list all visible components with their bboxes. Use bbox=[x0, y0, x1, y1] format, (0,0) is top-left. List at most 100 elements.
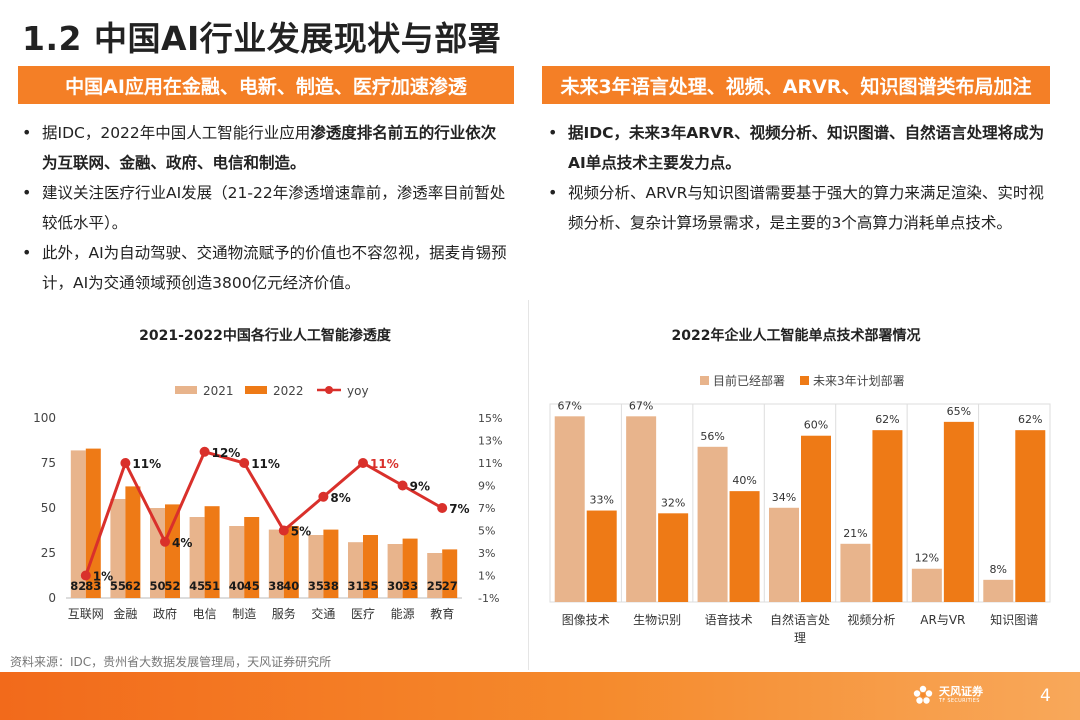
category-label-line1: 自然语言处 bbox=[770, 612, 830, 627]
bar-2021-value: 38 bbox=[268, 579, 284, 593]
yoy-marker bbox=[318, 491, 329, 502]
bar-deployed-value: 8% bbox=[990, 563, 1007, 576]
bullet-bold-text: 渗透度排名前五的行业依次为互联网、金融、政府、电信和制造。 bbox=[42, 124, 497, 172]
category-label: 交通 bbox=[311, 606, 335, 621]
bar-2022-value: 52 bbox=[164, 579, 180, 593]
bar-planned bbox=[658, 513, 689, 602]
bar-planned bbox=[943, 421, 974, 602]
y2-tick-label: -1% bbox=[478, 592, 499, 605]
bar-2021 bbox=[229, 526, 245, 598]
bar-2021-value: 55 bbox=[110, 579, 126, 593]
legend-2021-label: 2021 bbox=[203, 384, 234, 398]
legend-2021-swatch bbox=[175, 386, 197, 394]
right-bullet-list: 据IDC，未来3年ARVR、视频分析、知识图谱、自然语言处理将成为AI单点技术主… bbox=[546, 118, 1046, 238]
yoy-marker bbox=[199, 446, 210, 457]
category-label: 金融 bbox=[113, 606, 137, 621]
category-label: AR与VR bbox=[920, 613, 965, 627]
y-tick-label: 75 bbox=[41, 456, 56, 470]
bar-2021 bbox=[308, 535, 324, 598]
bar-2022 bbox=[204, 506, 220, 598]
bullet-bold-text: 据IDC，未来3年ARVR、视频分析、知识图谱、自然语言处理将成为AI单点技术主… bbox=[568, 124, 1045, 172]
legend-yoy-label: yoy bbox=[347, 384, 369, 398]
bar-planned-value: 32% bbox=[661, 496, 685, 509]
bar-deployed bbox=[626, 416, 657, 602]
bar-2021 bbox=[110, 499, 126, 598]
bar-2022 bbox=[125, 486, 141, 598]
legend-2022-swatch bbox=[245, 386, 267, 394]
bar-2021-value: 25 bbox=[427, 579, 443, 593]
category-label: 制造 bbox=[232, 607, 256, 621]
y2-tick-label: 3% bbox=[478, 547, 495, 560]
yoy-value-label: 4% bbox=[172, 536, 192, 550]
bar-2021 bbox=[427, 553, 443, 598]
category-label: 教育 bbox=[430, 606, 454, 621]
bar-planned-value: 33% bbox=[589, 494, 613, 507]
y2-tick-label: 11% bbox=[478, 457, 502, 470]
legend-planned-label: 未来3年计划部署 bbox=[813, 373, 905, 388]
bar-2022-value: 40 bbox=[283, 579, 299, 593]
category-label: 图像技术 bbox=[562, 613, 610, 627]
yoy-marker bbox=[160, 536, 170, 547]
category-label-line2: 理 bbox=[794, 631, 806, 645]
category-label: 电信 bbox=[193, 607, 217, 621]
bar-2022-value: 45 bbox=[244, 579, 260, 593]
bar-deployed-value: 67% bbox=[557, 399, 581, 412]
right-section-header: 未来3年语言处理、视频、ARVR、知识图谱类布局加注 bbox=[542, 66, 1050, 104]
bar-deployed-value: 21% bbox=[843, 527, 867, 540]
legend-deployed-label: 目前已经部署 bbox=[713, 373, 785, 388]
logo-text: 天风证券 bbox=[939, 685, 983, 698]
category-label: 生物识别 bbox=[633, 613, 681, 627]
bar-2022 bbox=[165, 504, 180, 598]
yoy-value-label: 5% bbox=[291, 525, 311, 539]
bar-2022-value: 62 bbox=[125, 579, 141, 593]
bar-2021 bbox=[348, 542, 363, 598]
yoy-value-label: 11% bbox=[132, 457, 161, 471]
yoy-value-label: 1% bbox=[93, 570, 113, 584]
yoy-value-label: 9% bbox=[410, 480, 430, 494]
bullet-item: 视频分析、ARVR与知识图谱需要基于强大的算力来满足渲染、实时视频分析、复杂计算… bbox=[546, 178, 1046, 238]
page-number: 4 bbox=[1040, 686, 1051, 706]
bar-2022 bbox=[363, 535, 378, 598]
bar-2022-value: 38 bbox=[323, 579, 339, 593]
bar-planned-value: 62% bbox=[1018, 413, 1042, 426]
bar-deployed-value: 34% bbox=[772, 491, 796, 504]
category-label: 能源 bbox=[391, 607, 415, 621]
bar-deployed-value: 56% bbox=[700, 430, 724, 443]
bar-2021-value: 45 bbox=[189, 579, 205, 593]
bar-2022 bbox=[442, 549, 458, 598]
yoy-marker bbox=[437, 503, 448, 513]
brand-logo: 天风证券 TF SECURITIES bbox=[912, 684, 983, 706]
category-label: 政府 bbox=[153, 606, 177, 621]
bar-2021-value: 31 bbox=[347, 579, 363, 593]
left-bullet-list: 据IDC，2022年中国人工智能行业应用渗透度排名前五的行业依次为互联网、金融、… bbox=[20, 118, 510, 298]
yoy-value-label: 12% bbox=[212, 446, 241, 460]
y2-tick-label: 13% bbox=[478, 435, 502, 448]
bar-planned-value: 65% bbox=[947, 405, 971, 418]
bar-2022 bbox=[402, 538, 418, 598]
bar-2022 bbox=[244, 517, 260, 598]
bar-2021 bbox=[70, 450, 86, 598]
bar-deployed bbox=[697, 446, 728, 602]
bar-deployed-value: 67% bbox=[629, 399, 653, 412]
bar-deployed bbox=[769, 507, 799, 602]
category-label: 知识图谱 bbox=[990, 613, 1038, 627]
source-note: 资料来源：IDC，贵州省大数据发展管理局，天风证券研究所 bbox=[10, 655, 332, 669]
bar-2021-value: 40 bbox=[229, 579, 245, 593]
bar-2022 bbox=[283, 526, 299, 598]
logo-subtext: TF SECURITIES bbox=[939, 698, 980, 704]
left-section-header: 中国AI应用在金融、电新、制造、医疗加速渗透 bbox=[18, 66, 514, 104]
bar-2021 bbox=[150, 508, 165, 598]
bar-deployed-value: 12% bbox=[915, 552, 939, 565]
bar-2021-value: 82 bbox=[70, 579, 86, 593]
y2-tick-label: 5% bbox=[478, 525, 495, 538]
y-tick-label: 50 bbox=[41, 501, 56, 515]
category-label: 语音技术 bbox=[705, 612, 753, 627]
bar-planned bbox=[1015, 430, 1046, 602]
yoy-marker bbox=[278, 525, 289, 536]
y2-tick-label: 9% bbox=[478, 480, 495, 493]
bar-2022-value: 51 bbox=[204, 579, 220, 593]
plot-frame bbox=[549, 403, 1051, 603]
y2-tick-label: 15% bbox=[478, 412, 502, 425]
category-label: 互联网 bbox=[68, 607, 104, 621]
penetration-chart: 2021 2022 yoy 0 25 50 75 100 -1% 1% 3% 5% 7% 9% 11% 13%… bbox=[33, 384, 502, 621]
